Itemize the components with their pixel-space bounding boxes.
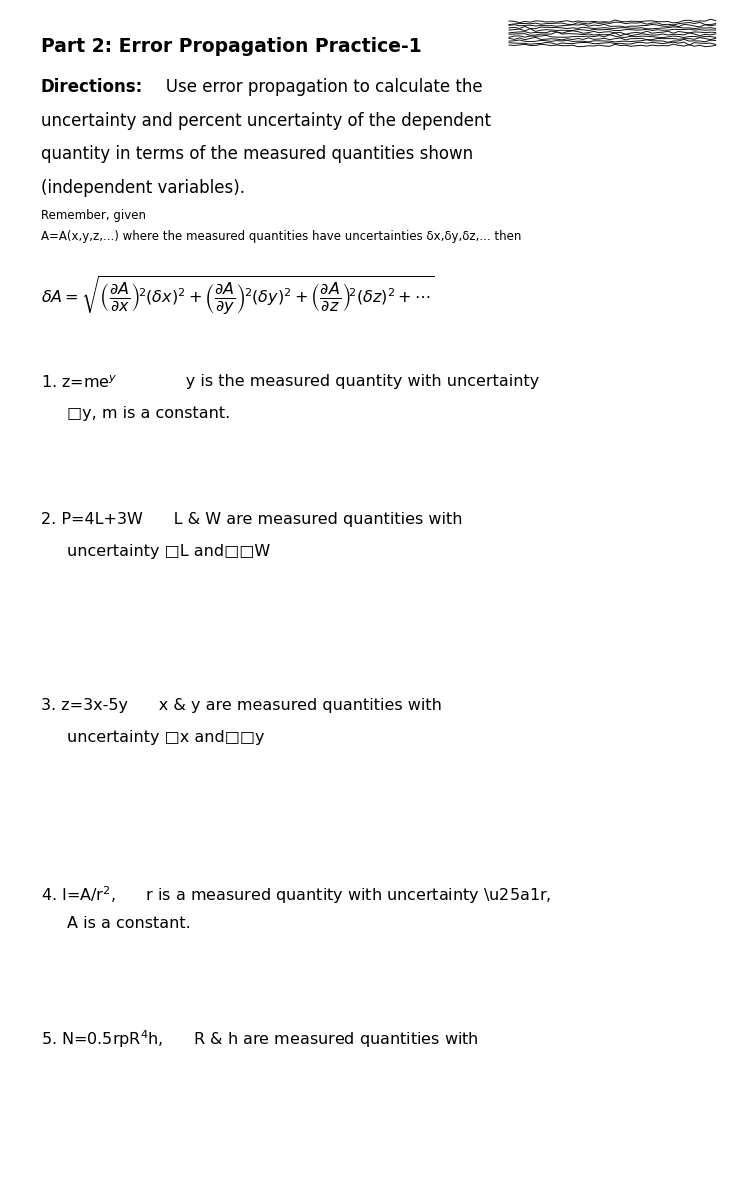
Text: 3. z=3x-5y      x & y are measured quantities with: 3. z=3x-5y x & y are measured quantities…: [41, 698, 442, 713]
Text: A is a constant.: A is a constant.: [67, 916, 190, 931]
Text: quantity in terms of the measured quantities shown: quantity in terms of the measured quanti…: [41, 145, 473, 163]
Text: □y, m is a constant.: □y, m is a constant.: [67, 406, 230, 421]
Text: 4. I=A/r$^2$,      r is a measured quantity with uncertainty \u25a1r,: 4. I=A/r$^2$, r is a measured quantity w…: [41, 884, 551, 906]
Text: Part 2: Error Propagation Practice-1: Part 2: Error Propagation Practice-1: [41, 37, 421, 56]
Text: uncertainty □x and□□y: uncertainty □x and□□y: [67, 730, 264, 744]
Text: (independent variables).: (independent variables).: [41, 179, 245, 197]
Text: 1. z=me$^y$: 1. z=me$^y$: [41, 374, 117, 391]
Text: Directions:: Directions:: [41, 78, 143, 96]
Text: Use error propagation to calculate the: Use error propagation to calculate the: [150, 78, 482, 96]
Text: y is the measured quantity with uncertainty: y is the measured quantity with uncertai…: [155, 374, 539, 389]
Text: 2. P=4L+3W      L & W are measured quantities with: 2. P=4L+3W L & W are measured quantities…: [41, 512, 462, 528]
Text: A=A(x,y,z,...) where the measured quantities have uncertainties δx,δy,δz,... the: A=A(x,y,z,...) where the measured quanti…: [41, 230, 521, 244]
Text: Remember, given: Remember, given: [41, 209, 146, 222]
Text: $\delta A=\sqrt{\left(\dfrac{\partial A}{\partial x}\right)^{\!2}(\delta x)^2+\l: $\delta A=\sqrt{\left(\dfrac{\partial A}…: [41, 275, 434, 318]
Text: uncertainty □L and□□W: uncertainty □L and□□W: [67, 544, 270, 559]
Text: 5. N=0.5rpR$^4$h,      R & h are measured quantities with: 5. N=0.5rpR$^4$h, R & h are measured qua…: [41, 1028, 479, 1050]
Text: uncertainty and percent uncertainty of the dependent: uncertainty and percent uncertainty of t…: [41, 112, 491, 130]
